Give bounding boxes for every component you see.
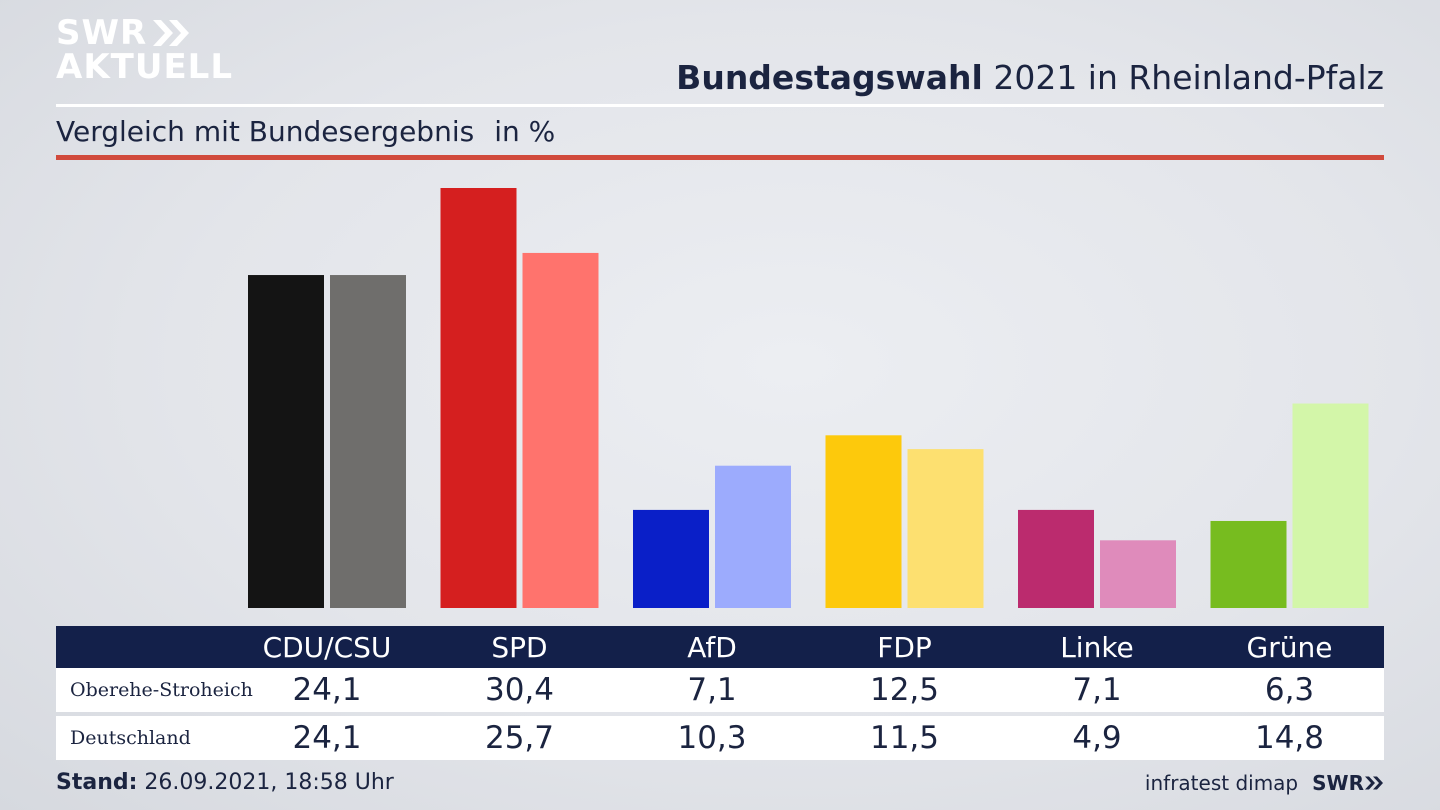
bar-gr-ne-national: [1292, 403, 1369, 608]
table-header: CDU/CSU SPD AfD FDP Linke Grüne: [56, 626, 1384, 668]
value-afd-national: 10,3: [677, 720, 747, 756]
value-spd-national: 25,7: [484, 720, 555, 756]
bar-chart: [248, 188, 1369, 608]
chart-subtitle: Vergleich mit Bundesergebnis in %: [56, 115, 555, 148]
bar-cdu-csu-local: [248, 275, 324, 608]
column-header-fdp: FDP: [877, 630, 932, 664]
value-gr-ne-local: 6,3: [1264, 672, 1315, 708]
value-cdu-csu-local: 24,1: [292, 672, 362, 708]
bar-fdp-local: [825, 435, 902, 608]
bar-linke-local: [1018, 509, 1094, 608]
stand-value: 26.09.2021, 18:58 Uhr: [144, 770, 394, 795]
logo-swr-text: SWR: [56, 13, 148, 53]
column-header-afd: AfD: [687, 630, 737, 664]
bar-fdp-national: [907, 449, 984, 608]
value-afd-local: 7,1: [687, 672, 737, 708]
row-label-local: Oberehe-Stroheich: [70, 679, 253, 701]
bar-linke-national: [1100, 540, 1176, 608]
table-row-national: Deutschland 24,1 25,7 10,3 11,5 4,9 14,8: [56, 716, 1384, 760]
title-bold: Bundestagswahl: [676, 58, 983, 97]
timestamp: Stand: 26.09.2021, 18:58 Uhr: [56, 770, 394, 795]
table-row-local: Oberehe-Stroheich 24,1 30,4 7,1 12,5 7,1 6,3: [56, 668, 1384, 712]
footer-swr-logo: SWR: [1312, 771, 1364, 795]
logo-aktuell-text: AKTUELL: [56, 47, 234, 87]
subtitle-unit: in %: [494, 115, 556, 148]
column-header-spd: SPD: [491, 630, 548, 664]
divider-white: [56, 104, 1384, 107]
source-text: infratest dimap: [1144, 771, 1299, 795]
bar-afd-national: [715, 465, 791, 608]
value-linke-local: 7,1: [1072, 672, 1122, 708]
column-header-gr-ne: Grüne: [1246, 630, 1333, 664]
column-header-cdu-csu: CDU/CSU: [262, 630, 392, 664]
bar-spd-local: [440, 188, 517, 608]
swr-aktuell-logo: SWR AKTUELL: [56, 16, 233, 84]
value-cdu-csu-national: 24,1: [292, 720, 362, 756]
page-title: Bundestagswahl 2021 in Rheinland-Pfalz: [676, 58, 1384, 97]
bar-afd-local: [633, 509, 709, 608]
source-credit: infratest dimap SWR: [1145, 771, 1384, 795]
subtitle-text: Vergleich mit Bundesergebnis: [56, 115, 475, 148]
bar-cdu-csu-national: [330, 275, 406, 608]
bar-gr-ne-local: [1210, 520, 1287, 608]
value-linke-national: 4,9: [1072, 720, 1122, 756]
value-fdp-national: 11,5: [869, 720, 940, 756]
title-rest: 2021 in Rheinland-Pfalz: [993, 58, 1384, 97]
bar-spd-national: [522, 252, 599, 608]
footer-double-chevron-icon: [1365, 776, 1383, 790]
stand-label: Stand:: [56, 770, 138, 795]
divider-red: [56, 155, 1384, 160]
column-header-linke: Linke: [1060, 630, 1134, 664]
value-gr-ne-national: 14,8: [1254, 720, 1325, 756]
value-spd-local: 30,4: [484, 672, 555, 708]
results-table: CDU/CSU SPD AfD FDP Linke Grüne Oberehe-Stroh…: [56, 626, 1384, 760]
value-fdp-local: 12,5: [869, 672, 940, 708]
double-chevron-right-icon: [153, 20, 190, 46]
row-label-national: Deutschland: [70, 727, 191, 749]
